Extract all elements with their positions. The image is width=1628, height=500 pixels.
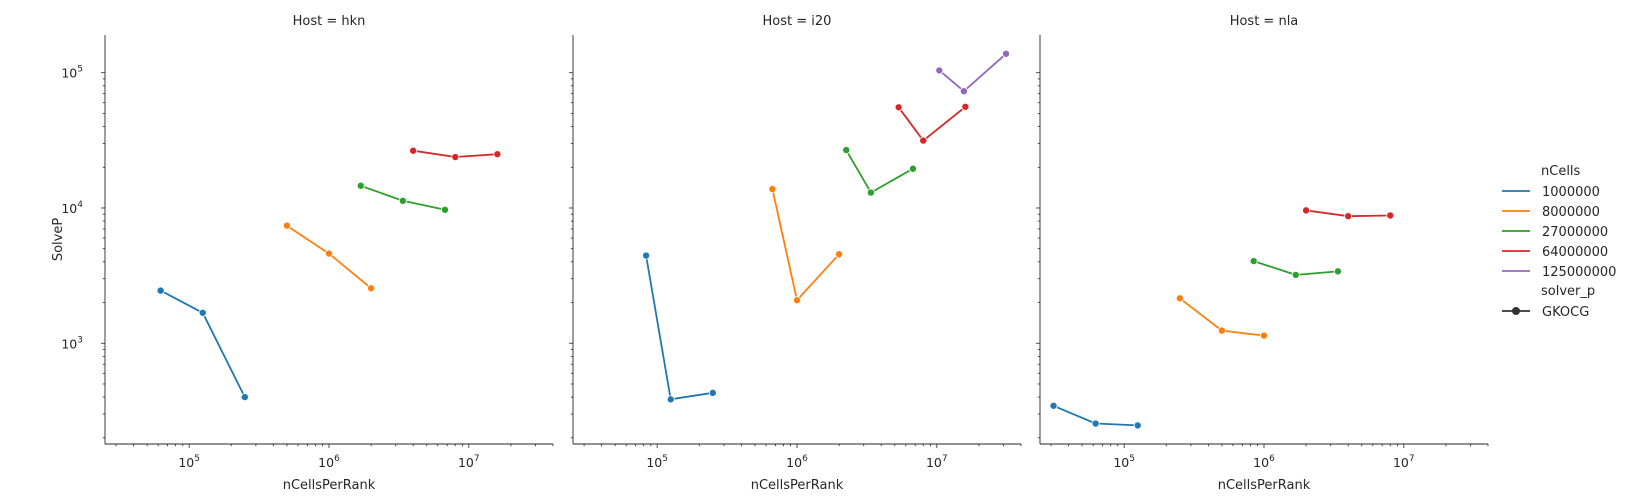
data-point [367,284,376,293]
data-point [793,296,802,305]
data-point [356,181,365,190]
data-point [1175,294,1184,303]
data-point [240,393,249,402]
series-line [645,255,713,401]
data-point [908,164,917,173]
series-27000000 [842,146,917,197]
data-point [842,146,851,155]
data-point [282,221,291,230]
x-axis-label: nCellsPerRank [283,478,376,493]
y-tick-label: 103 [61,335,83,351]
data-point [1302,206,1311,215]
series-64000000 [894,102,970,145]
data-point [919,136,928,145]
legend-title: nCells [1541,164,1581,179]
data-point [398,196,407,205]
legend-item-label: 125000000 [1542,265,1616,280]
legend-style-title: solver_p [1541,284,1595,299]
data-point [493,150,502,159]
data-point [1291,270,1300,279]
series-8000000 [1175,294,1269,340]
legend: nCells 1000000 8000000 27000000 64000000 1250… [1502,164,1616,320]
series-1000000 [1049,401,1142,430]
series-line [897,106,966,142]
x-tick-label: 105 [646,454,668,470]
data-point [866,188,875,197]
data-point [835,250,844,259]
x-tick-label: 106 [786,454,808,470]
facet-panel: 105 106 107 Host = i20 nCellsPerRank [569,14,1022,493]
data-point [324,249,333,258]
panel-title: Host = i20 [763,14,832,29]
legend-item-label: 64000000 [1542,245,1608,260]
data-point [666,395,675,404]
series-64000000 [1302,206,1395,221]
data-point [1133,421,1142,430]
x-tick-label: 107 [1393,454,1415,470]
data-point [198,308,207,317]
series-line [845,149,914,194]
y-tick-label: 105 [61,65,83,81]
data-point [1386,211,1395,220]
data-point [961,102,970,111]
data-point [1260,331,1269,340]
y-tick-label: 104 [61,200,83,216]
data-point [935,66,944,75]
facet-panels: 105 106 107 103 104 105 Host = hkn nCellsPerRan… [51,14,1489,493]
data-point [409,146,418,155]
data-point [642,251,651,260]
series-8000000 [768,185,844,305]
data-point [156,286,165,295]
series-line [938,53,1007,93]
data-point [768,185,777,194]
data-point [1049,401,1058,410]
series-line [771,188,840,302]
data-point [894,103,903,112]
data-point [440,205,449,214]
facet-panel: 105 106 107 103 104 105 Host = hkn nCellsPerRan… [51,14,554,493]
data-point [1002,49,1011,58]
legend-item-label: 8000000 [1542,205,1600,220]
data-point [1333,267,1342,276]
series-line [160,289,246,398]
data-point [1217,326,1226,335]
series-27000000 [356,181,449,214]
panel-title: Host = hkn [293,14,366,29]
facet-panel: 105 106 107 Host = nla nCellsPerRank [1036,14,1489,493]
x-axis-label: nCellsPerRank [751,478,844,493]
legend-item-label: 27000000 [1542,225,1608,240]
series-64000000 [409,146,502,162]
legend-item-label: GKOCG [1542,305,1589,320]
x-tick-label: 107 [926,454,948,470]
data-point [1344,212,1353,221]
x-tick-label: 106 [318,454,340,470]
series-1000000 [642,251,717,404]
x-tick-label: 107 [458,454,480,470]
legend-marker [1512,307,1520,315]
data-point [708,388,717,397]
data-point [1249,257,1258,266]
x-tick-label: 106 [1253,454,1275,470]
panel-title: Host = nla [1230,14,1299,29]
x-tick-label: 105 [1113,454,1135,470]
legend-item-label: 1000000 [1542,185,1600,200]
series-125000000 [935,49,1011,96]
series-27000000 [1249,257,1342,279]
y-axis-label: SolveP [51,218,66,262]
series-8000000 [282,221,376,293]
data-point [1091,419,1100,428]
x-tick-label: 105 [178,454,200,470]
data-point [959,87,968,96]
data-point [451,153,460,162]
x-axis-label: nCellsPerRank [1218,478,1311,493]
series-1000000 [156,286,249,402]
